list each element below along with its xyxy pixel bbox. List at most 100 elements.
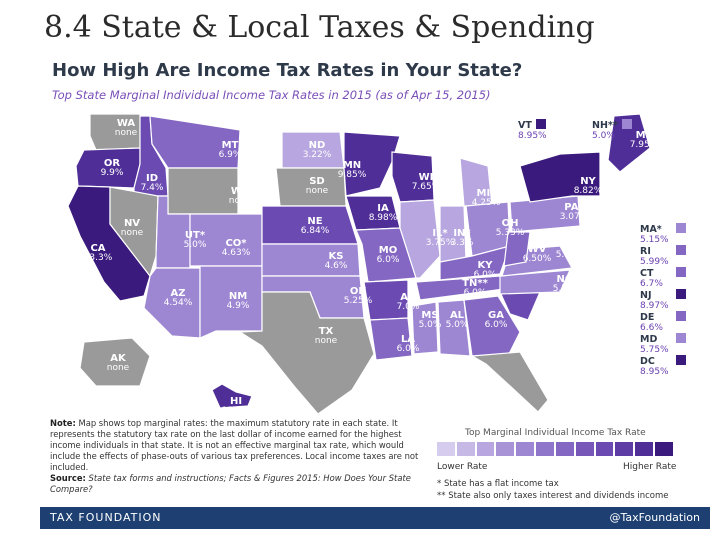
state-fl [470, 351, 549, 413]
state-rate-in: 3.3% [451, 238, 474, 248]
state-rate-wa: none [115, 128, 138, 138]
slide-title: 8.4 State & Local Taxes & Spending [44, 10, 595, 45]
side-abbr-3: NJ [640, 290, 652, 301]
state-rate-ca: 13.3% [84, 253, 113, 263]
state-abbr-ok: OK [350, 286, 368, 297]
state-abbr-ak: AK [110, 353, 127, 364]
state-rate-hi: 11.0% [222, 406, 251, 416]
state-abbr-mi: MI* [477, 188, 497, 199]
note-block: Note: Map shows top marginal rates: the … [50, 418, 430, 495]
side-rate-1: 5.99% [640, 257, 669, 267]
state-abbr-id: ID [146, 173, 158, 184]
state-wy [167, 167, 239, 215]
state-abbr-va: VA [563, 240, 578, 251]
state-abbr-hi: HI [230, 396, 242, 407]
legend-swatch [575, 442, 594, 456]
state-rate-ar: 7.0% [397, 302, 420, 312]
side-rate-0: 5.15% [640, 235, 669, 245]
legend-swatch [456, 442, 475, 456]
state-la [369, 317, 413, 361]
state-rate-ks: 4.6% [325, 261, 348, 271]
state-abbr-nc: NC* [557, 274, 579, 285]
callout-rate-vt: 8.95% [518, 131, 547, 141]
state-rate-ga: 6.0% [485, 320, 508, 330]
state-nv [109, 186, 159, 278]
state-abbr-wi: WI [419, 172, 434, 183]
state-me [607, 113, 651, 173]
state-rate-nc: 5.75% [553, 284, 582, 294]
state-abbr-ut: UT* [185, 230, 206, 241]
state-abbr-ia: IA [377, 203, 389, 214]
state-abbr-ms: MS [421, 310, 438, 321]
state-abbr-wy: WY [231, 186, 250, 197]
legend-swatch [655, 442, 673, 456]
state-mo [355, 227, 417, 283]
state-rate-fl: none [549, 380, 572, 390]
state-rate-me: 7.95% [630, 140, 659, 150]
state-abbr-tx: TX [319, 326, 334, 337]
state-abbr-in: IN* [453, 228, 471, 239]
legend-swatch [536, 442, 554, 456]
side-abbr-0: MA* [640, 224, 662, 235]
side-abbr-4: DE [640, 312, 654, 323]
state-abbr-nv: NV [124, 218, 140, 229]
state-ms [411, 301, 439, 355]
state-rate-ak: none [107, 363, 130, 373]
side-swatch-1 [676, 245, 686, 255]
infographic-panel: How High Are Income Tax Rates in Your St… [40, 56, 710, 528]
side-swatch-6 [676, 355, 686, 365]
state-rate-tx: none [315, 336, 338, 346]
callout-rate-nh: 5.0% [592, 131, 615, 141]
state-rate-al: 5.0% [446, 320, 469, 330]
side-rate-5: 5.75% [640, 345, 669, 355]
state-abbr-mn: MN [343, 160, 361, 171]
state-rate-nd: 3.22% [303, 150, 332, 160]
state-abbr-ar: AR [400, 292, 416, 303]
side-abbr-6: DC [640, 356, 655, 367]
side-abbr-5: MD [640, 334, 657, 345]
state-abbr-oh: OH [502, 218, 519, 229]
state-abbr-fl: FL [553, 370, 567, 381]
state-abbr-la: LA [401, 334, 415, 345]
legend-low-label: Lower Rate [437, 462, 488, 472]
state-rate-id: 7.4% [141, 183, 164, 193]
state-rate-ut: 5.0% [184, 240, 207, 250]
state-abbr-me: ME [636, 130, 653, 141]
state-abbr-ca: CA [90, 243, 105, 254]
state-abbr-wa: WA [117, 118, 136, 129]
state-rate-or: 9.9% [101, 168, 124, 178]
state-rate-co: 4.63% [222, 248, 251, 258]
state-rate-ok: 5.25% [344, 296, 373, 306]
state-ga [463, 295, 521, 357]
infographic-title: How High Are Income Tax Rates in Your St… [52, 60, 523, 81]
source-label: Source: [50, 473, 86, 483]
state-rate-sd: none [306, 186, 329, 196]
side-abbr-1: RI [640, 246, 651, 257]
state-abbr-il: IL* [432, 228, 448, 239]
state-abbr-or: OR [104, 158, 121, 169]
side-swatch-2 [676, 267, 686, 277]
state-abbr-tn: TN** [462, 278, 488, 289]
state-rate-sc: 7.0% [535, 304, 558, 314]
state-abbr-sd: SD [309, 176, 325, 187]
state-rate-ia: 8.98% [369, 213, 398, 223]
state-rate-mo: 6.0% [377, 255, 400, 265]
state-rate-nm: 4.9% [227, 301, 250, 311]
state-tx [238, 291, 375, 415]
note-label: Note: [50, 418, 76, 428]
state-rate-mn: 9.85% [338, 170, 367, 180]
state-rate-mt: 6.9% [219, 150, 242, 160]
side-swatch-4 [676, 311, 686, 321]
side-rate-6: 8.95% [640, 367, 669, 377]
source-text: State tax forms and instructions; Facts … [50, 473, 411, 494]
state-abbr-ks: KS [329, 251, 344, 262]
state-rate-oh: 5.33% [496, 228, 525, 238]
state-rate-la: 6.0% [397, 344, 420, 354]
state-abbr-ga: GA [488, 310, 504, 321]
state-ks [261, 243, 361, 277]
state-mn [343, 131, 401, 197]
state-abbr-nm: NM [229, 291, 247, 302]
side-swatch-3 [676, 289, 686, 299]
state-abbr-ne: NE [307, 216, 322, 227]
state-abbr-az: AZ [171, 288, 186, 299]
